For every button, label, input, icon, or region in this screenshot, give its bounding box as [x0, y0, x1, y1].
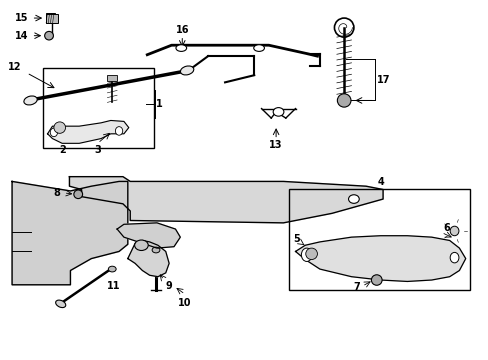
- Text: 13: 13: [269, 140, 282, 150]
- Ellipse shape: [180, 66, 193, 75]
- Ellipse shape: [273, 108, 284, 116]
- Text: 15: 15: [15, 13, 28, 23]
- Circle shape: [44, 31, 53, 40]
- Text: 5: 5: [293, 234, 300, 244]
- Circle shape: [305, 248, 317, 260]
- Ellipse shape: [449, 252, 458, 263]
- Bar: [46, 14, 58, 23]
- Text: 9: 9: [165, 281, 172, 291]
- Circle shape: [54, 122, 65, 133]
- Text: 14: 14: [15, 31, 28, 41]
- Ellipse shape: [50, 128, 58, 137]
- Circle shape: [74, 190, 82, 199]
- Text: 10: 10: [178, 298, 191, 308]
- Ellipse shape: [56, 300, 65, 307]
- Ellipse shape: [449, 226, 458, 236]
- Text: 4: 4: [377, 177, 383, 187]
- Polygon shape: [69, 177, 382, 223]
- Text: 16: 16: [175, 25, 189, 35]
- Text: 11: 11: [107, 281, 120, 291]
- Ellipse shape: [115, 127, 122, 135]
- Circle shape: [337, 94, 350, 107]
- Text: 2: 2: [59, 145, 65, 155]
- Bar: [42, 68, 153, 148]
- Polygon shape: [47, 121, 128, 143]
- Ellipse shape: [152, 247, 160, 253]
- Ellipse shape: [348, 195, 359, 203]
- Text: 1: 1: [156, 99, 163, 109]
- Ellipse shape: [253, 45, 264, 51]
- Polygon shape: [117, 223, 180, 248]
- Polygon shape: [127, 240, 169, 277]
- Circle shape: [371, 275, 381, 285]
- Ellipse shape: [134, 240, 148, 251]
- Bar: [46, 13, 55, 23]
- Ellipse shape: [24, 96, 37, 105]
- Polygon shape: [12, 181, 127, 285]
- Ellipse shape: [301, 248, 311, 261]
- Ellipse shape: [108, 266, 116, 272]
- Text: 3: 3: [94, 145, 101, 155]
- Text: 12: 12: [8, 62, 22, 72]
- Text: 6: 6: [442, 222, 448, 233]
- Polygon shape: [295, 236, 465, 282]
- Text: 7: 7: [353, 282, 360, 292]
- Text: 17: 17: [376, 75, 389, 85]
- Bar: [288, 189, 469, 289]
- Ellipse shape: [176, 45, 186, 51]
- Text: 8: 8: [54, 188, 61, 198]
- Bar: [107, 75, 117, 81]
